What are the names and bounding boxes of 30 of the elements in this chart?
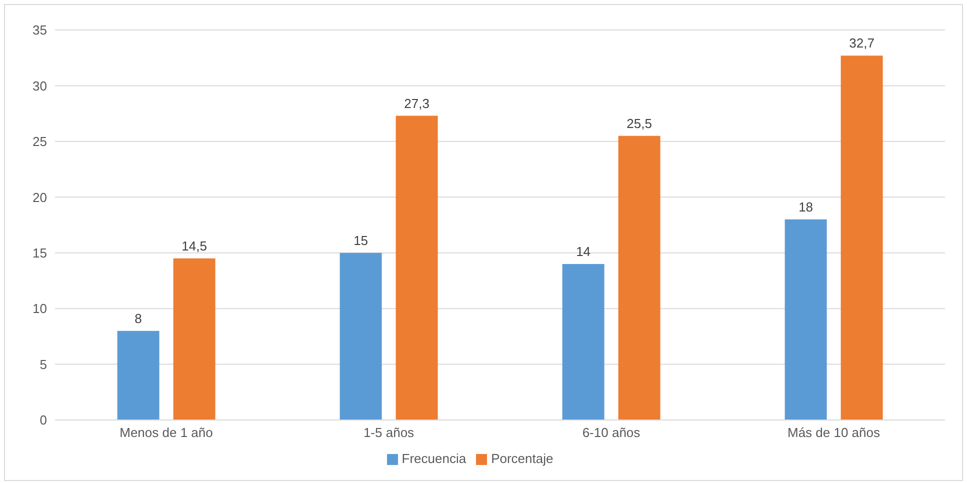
data-label: 14 [576, 244, 591, 259]
data-label: 14,5 [182, 238, 207, 254]
x-tick-label: 6-10 años [582, 425, 641, 440]
data-label: 8 [134, 310, 142, 326]
y-tick-label: 35 [32, 22, 47, 38]
legend-label: Porcentaje [491, 451, 554, 466]
data-label: 15 [354, 232, 368, 248]
bar [618, 136, 660, 420]
bar [840, 56, 883, 420]
y-tick-label: 0 [40, 412, 47, 428]
legend-label: Frecuencia [402, 451, 466, 466]
data-label: 18 [798, 199, 814, 214]
bar [340, 252, 382, 420]
x-tick-label: 1-5 años [363, 425, 415, 440]
y-tick-label: 10 [32, 301, 47, 316]
y-tick-label: 5 [40, 356, 47, 372]
data-label: 25,5 [626, 116, 652, 131]
data-label: 27,3 [404, 96, 430, 111]
bar [396, 116, 438, 420]
bar [117, 330, 160, 420]
bar [173, 258, 216, 420]
y-tick-label: 25 [32, 134, 47, 150]
y-tick-label: 30 [32, 78, 47, 94]
bar [784, 219, 827, 420]
bar [562, 264, 604, 420]
x-tick-label: Menos de 1 año [120, 425, 213, 440]
y-tick-label: 20 [32, 190, 47, 205]
data-label: 32,7 [849, 36, 874, 51]
x-tick-label: Más de 10 años [787, 425, 880, 440]
y-tick-label: 15 [32, 245, 47, 260]
